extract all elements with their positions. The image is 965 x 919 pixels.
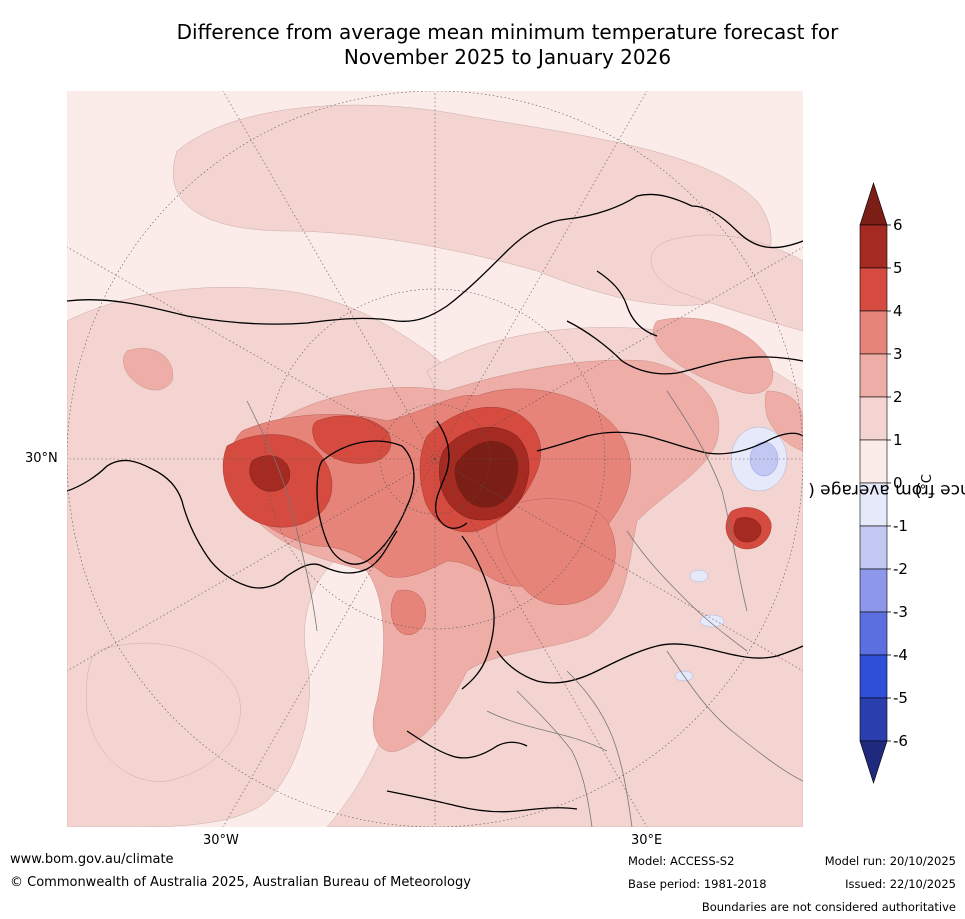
colorbar-segment-0-to-1 bbox=[859, 439, 888, 484]
forecast-map bbox=[67, 91, 803, 827]
colorbar-ticks: 6 5 4 3 2 1 0 -1 -2 -3 -4 -5 -6 bbox=[887, 216, 908, 750]
colorbar-tick-label: 2 bbox=[893, 388, 903, 406]
colorbar-segments bbox=[859, 182, 888, 784]
colorbar-extend-top bbox=[859, 182, 888, 226]
colorbar-segment-m6-to-m5 bbox=[859, 697, 888, 742]
anomaly-zones-above-6 bbox=[454, 440, 519, 508]
colorbar-segment-m5-to-m4 bbox=[859, 654, 888, 699]
colorbar-tick-label: 4 bbox=[893, 302, 903, 320]
colorbar-segment-5-to-6 bbox=[859, 224, 888, 269]
colorbar-segment-m4-to-m3 bbox=[859, 611, 888, 656]
colorbar: 6 5 4 3 2 1 0 -1 -2 -3 -4 -5 -6 bbox=[859, 182, 908, 784]
colorbar-tick-label: 6 bbox=[893, 216, 903, 234]
colorbar-tick-label: 3 bbox=[893, 345, 903, 363]
colorbar-tick-label: 5 bbox=[893, 259, 903, 277]
colorbar-segment-4-to-5 bbox=[859, 267, 888, 312]
colorbar-segment-2-to-3 bbox=[859, 353, 888, 398]
colorbar-tick-label: -2 bbox=[893, 560, 908, 578]
colorbar-extend-bottom bbox=[859, 740, 888, 784]
chart-title-line-1: Difference from average mean minimum tem… bbox=[176, 20, 839, 44]
colorbar-segment-3-to-4 bbox=[859, 310, 888, 355]
colorbar-segment-m3-to-m2 bbox=[859, 568, 888, 613]
colorbar-tick-label: -5 bbox=[893, 689, 908, 707]
colorbar-tick-label: 0 bbox=[893, 474, 903, 492]
colorbar-tick-label: -4 bbox=[893, 646, 908, 664]
issued-date: Issued: 22/10/2025 bbox=[845, 877, 956, 891]
chart-title: Difference from average mean minimum tem… bbox=[60, 20, 955, 70]
chart-title-line-2: November 2025 to January 2026 bbox=[343, 45, 672, 69]
base-period: Base period: 1981-2018 bbox=[628, 877, 767, 891]
longitude-label-30w: 30°W bbox=[203, 833, 239, 848]
graticule bbox=[67, 91, 803, 827]
colorbar-segment-1-to-2 bbox=[859, 396, 888, 441]
colorbar-segment-m1-to-0 bbox=[859, 482, 888, 527]
model-run-date: Model run: 20/10/2025 bbox=[824, 854, 956, 868]
coastlines bbox=[67, 193, 803, 813]
copyright-notice: © Commonwealth of Australia 2025, Austra… bbox=[10, 875, 471, 890]
longitude-label-30e: 30°E bbox=[631, 833, 663, 848]
colorbar-tick-label: -3 bbox=[893, 603, 908, 621]
colorbar-tick-label: -1 bbox=[893, 517, 908, 535]
colorbar-segment-m2-to-m1 bbox=[859, 525, 888, 570]
boundary-disclaimer: Boundaries are not considered authoritat… bbox=[701, 900, 956, 914]
website-url: www.bom.gov.au/climate bbox=[10, 852, 174, 867]
colorbar-tick-label: -6 bbox=[893, 732, 908, 750]
colorbar-title-text: Difference from average (°C) bbox=[808, 474, 965, 500]
colorbar-tick-label: 1 bbox=[893, 431, 903, 449]
latitude-label-30n: 30°N bbox=[25, 451, 58, 466]
model-name: Model: ACCESS-S2 bbox=[628, 854, 735, 868]
country-boundaries bbox=[246, 390, 803, 827]
